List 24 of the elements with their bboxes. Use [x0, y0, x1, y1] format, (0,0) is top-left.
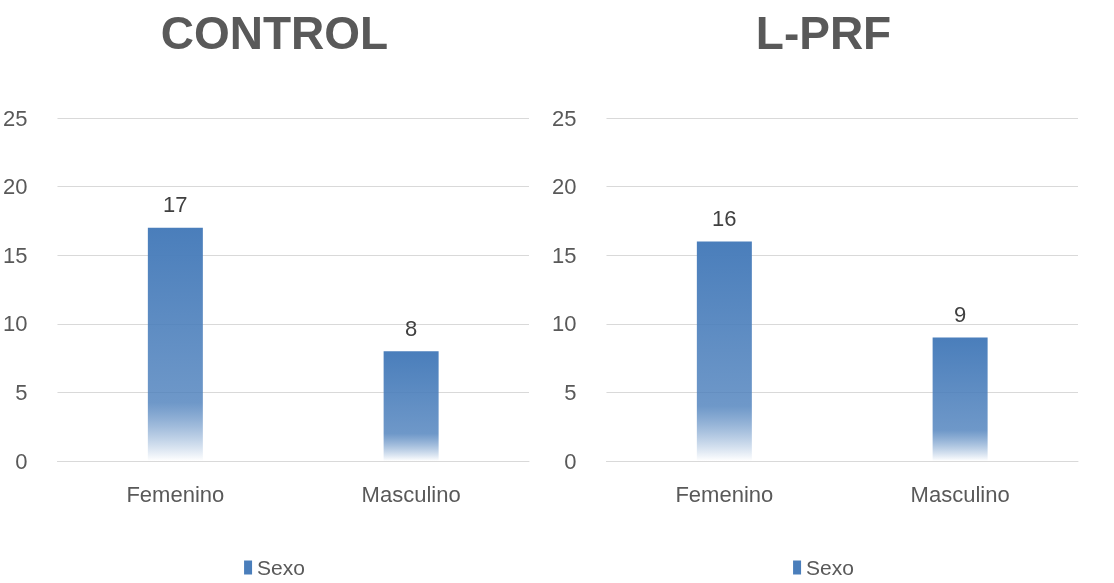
y-tick-label: 0	[564, 448, 577, 474]
legend-label: Sexo	[806, 556, 854, 579]
x-tick-label: Masculino	[910, 481, 1010, 507]
x-tick-label: Masculino	[361, 481, 461, 507]
data-label: 9	[953, 302, 967, 328]
x-tick-label: Femenino	[126, 481, 225, 507]
y-tick-label: 20	[2, 174, 28, 200]
y-tick-label: 15	[2, 242, 28, 268]
y-tick-label: 10	[551, 311, 577, 337]
y-tick-label: 10	[2, 311, 28, 337]
legend-label: Sexo	[257, 556, 305, 579]
data-label: 16	[712, 205, 737, 231]
y-tick-label: 0	[15, 448, 28, 474]
chart-title: CONTROL	[160, 7, 389, 59]
y-tick-label: 5	[564, 379, 577, 405]
y-tick-label: 15	[551, 242, 577, 268]
data-label: 17	[163, 192, 188, 218]
y-tick-label: 20	[551, 174, 577, 200]
x-tick-label: Femenino	[675, 481, 774, 507]
data-label: 8	[404, 315, 418, 341]
y-tick-label: 25	[551, 105, 577, 131]
y-tick-label: 5	[15, 379, 28, 405]
y-tick-label: 25	[2, 105, 28, 131]
chart-title: L-PRF	[755, 7, 892, 59]
